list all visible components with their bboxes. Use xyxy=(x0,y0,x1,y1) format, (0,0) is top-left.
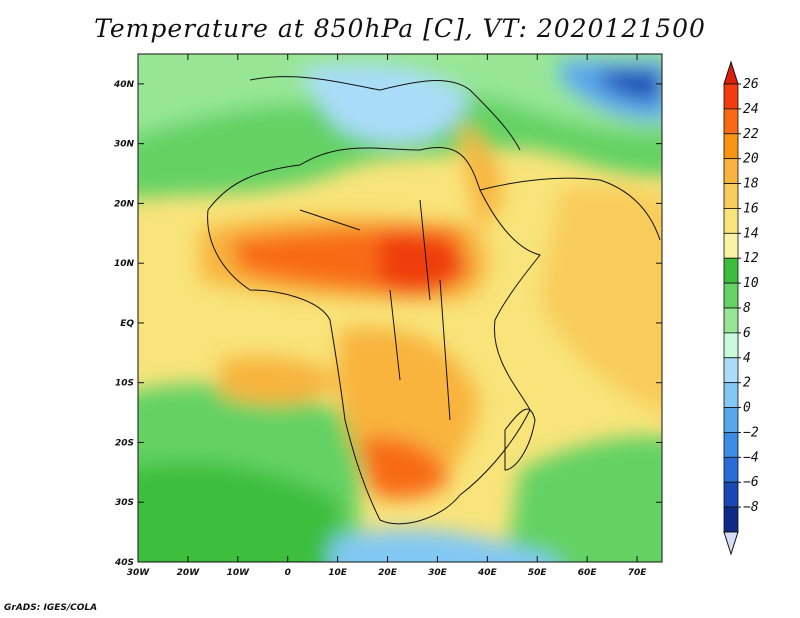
colorbar-swatch xyxy=(723,307,739,334)
coastlines xyxy=(207,76,661,525)
colorbar-swatch xyxy=(723,208,739,234)
colorbar-swatch xyxy=(723,456,739,483)
colorbar-label: 14 xyxy=(743,226,759,241)
lat-tick-label: 10S xyxy=(115,379,134,389)
lat-axis: 40N 30N 20N 10N EQ 10S 20S 30S 40S xyxy=(113,80,662,568)
lat-tick-label: 30S xyxy=(115,498,134,508)
lon-tick-label: 30E xyxy=(428,568,448,578)
colorbar-bottom-arrow xyxy=(723,531,739,556)
colorbar-swatch xyxy=(723,481,739,508)
lon-axis: 30W 20W 10W 0 10E 20E 30E 40E 50E 60E 70E xyxy=(127,54,647,578)
colorbar-swatch xyxy=(723,183,739,209)
lon-tick-label: 10W xyxy=(227,568,251,578)
colorbar-swatch xyxy=(723,133,739,160)
colorbar-label: 2 xyxy=(743,376,751,391)
lon-tick-label: 20W xyxy=(177,568,201,578)
colorbar-swatch xyxy=(723,282,739,309)
lon-tick-label: 50E xyxy=(528,568,548,578)
lon-tick-label: 0 xyxy=(285,568,291,578)
colorbar-label: −6 xyxy=(743,475,759,490)
colorbar-swatch xyxy=(723,432,739,458)
colorbar-label: 20 xyxy=(743,152,759,167)
lon-tick-label: 20E xyxy=(378,568,398,578)
colorbar-top-arrow xyxy=(723,60,739,85)
colorbar-swatch xyxy=(723,158,739,184)
colorbar-label: −4 xyxy=(743,450,759,465)
colorbar-label: 0 xyxy=(743,401,751,416)
colorbar-swatch xyxy=(723,108,739,135)
colorbar-swatch xyxy=(723,357,739,384)
lon-tick-label: 70E xyxy=(628,568,648,578)
map-title: Temperature at 850hPa [C], VT: 202012150… xyxy=(94,14,706,43)
colorbar-swatch xyxy=(723,506,739,533)
lon-tick-label: 60E xyxy=(578,568,598,578)
colorbar-swatch xyxy=(723,83,739,110)
lat-tick-label: 10N xyxy=(114,259,135,269)
colorbar-label: 10 xyxy=(743,276,759,291)
lon-tick-label: 30W xyxy=(127,568,151,578)
colorbar-label: −8 xyxy=(743,500,759,515)
lat-tick-label: EQ xyxy=(120,319,134,329)
colorbar-label: 6 xyxy=(743,326,751,341)
colorbar-swatch xyxy=(723,232,739,259)
colorbar-swatch xyxy=(723,382,739,408)
colorbar-label: 8 xyxy=(743,301,751,316)
colorbar-swatch xyxy=(723,257,739,284)
temperature-field xyxy=(138,54,662,562)
colorbar-label: 26 xyxy=(743,77,759,92)
colorbar-label: 16 xyxy=(743,201,759,216)
lon-tick-label: 40E xyxy=(477,568,498,578)
colorbar-label: 4 xyxy=(743,351,751,366)
credit-label: GrADS: IGES/COLA xyxy=(4,603,98,613)
lat-tick-label: 40N xyxy=(113,80,135,90)
colorbar-label: 12 xyxy=(743,251,759,266)
map-frame xyxy=(137,53,663,563)
lon-tick-label: 10E xyxy=(328,568,348,578)
lat-tick-label: 20S xyxy=(115,438,134,448)
colorbar-swatch xyxy=(723,407,739,433)
colorbar-label: 18 xyxy=(743,177,759,192)
lat-tick-label: 40S xyxy=(114,558,134,568)
colorbar-label: −2 xyxy=(743,425,759,440)
lat-tick-label: 30N xyxy=(114,140,135,150)
lat-tick-label: 20N xyxy=(114,199,135,209)
colorbar-swatch xyxy=(723,332,739,359)
colorbar-label: 22 xyxy=(743,127,759,142)
colorbar-label: 24 xyxy=(743,102,759,117)
